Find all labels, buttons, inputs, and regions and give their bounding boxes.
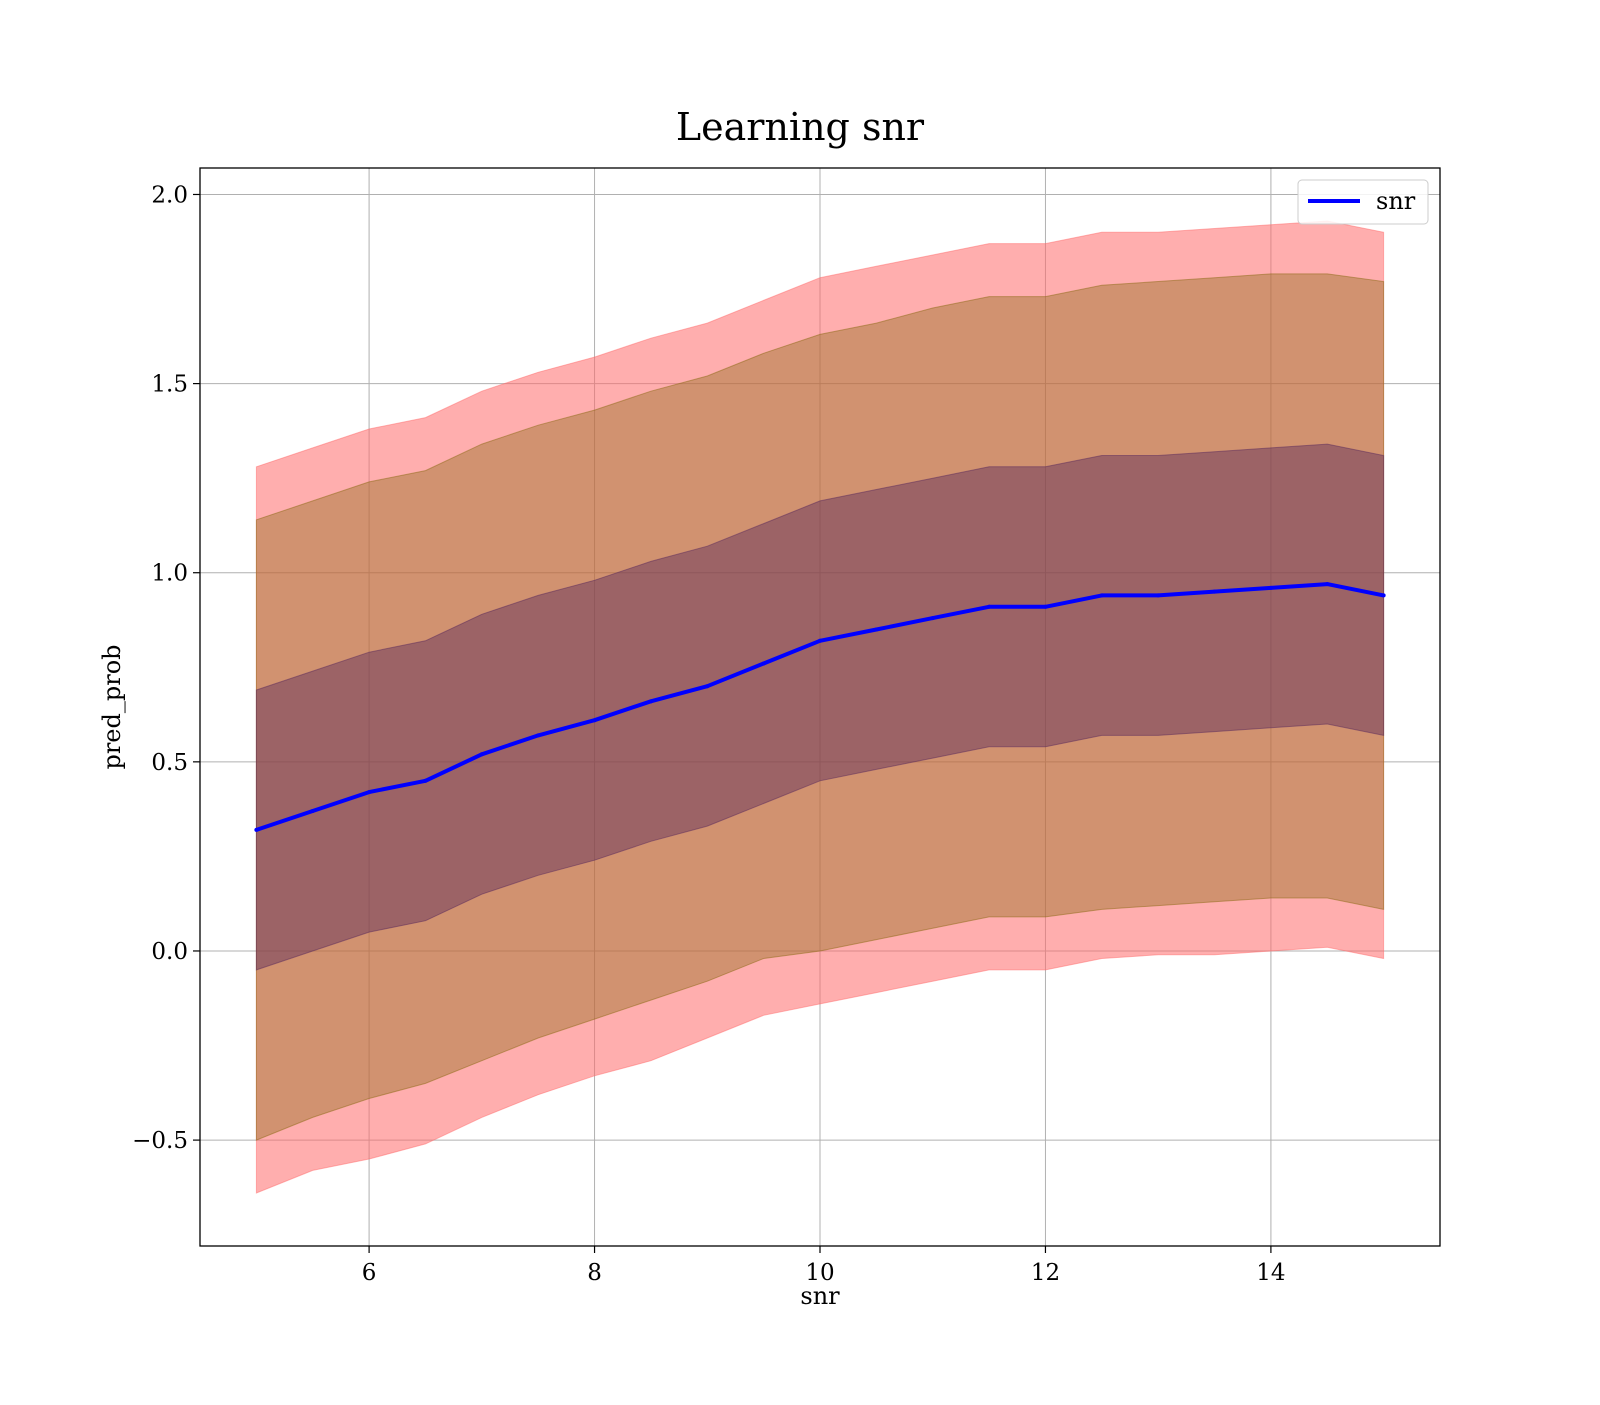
- series-point-0-14: [1043, 604, 1048, 609]
- x-axis-label: snr: [800, 1282, 840, 1310]
- series-point-0-18: [1268, 585, 1273, 590]
- band-area-2: [255, 443, 1385, 971]
- x-tick-label-1: 8: [587, 1260, 602, 1286]
- legend: snr: [1297, 179, 1429, 225]
- legend-entry-label: snr: [1376, 187, 1416, 215]
- series-point-0-15: [1099, 593, 1104, 598]
- legend-box: [1297, 179, 1429, 225]
- series-point-0-20: [1381, 593, 1386, 598]
- series-point-0-5: [536, 733, 541, 738]
- y-tick-label-0: −0.5: [132, 1128, 188, 1154]
- series-point-0-9: [761, 661, 766, 666]
- y-tick-label-3: 1.0: [151, 561, 188, 587]
- series-point-0-1: [310, 809, 315, 814]
- series-point-0-2: [367, 790, 372, 795]
- series-point-0-19: [1325, 582, 1330, 587]
- chart-title: Learning snr: [676, 105, 925, 149]
- series-point-0-12: [930, 616, 935, 621]
- band-layer: [255, 220, 1385, 1194]
- x-tick-label-3: 12: [1031, 1260, 1060, 1286]
- series-point-0-4: [479, 752, 484, 757]
- series-point-0-17: [1212, 589, 1217, 594]
- series-point-0-16: [1156, 593, 1161, 598]
- series-point-0-8: [705, 684, 710, 689]
- y-tick-label-2: 0.5: [151, 750, 188, 776]
- y-tick-label-5: 2.0: [151, 182, 188, 208]
- band-area-1: [255, 273, 1385, 1141]
- series-point-0-11: [874, 627, 879, 632]
- y-axis-label: pred_prob: [98, 644, 126, 769]
- y-tick-label-1: 0.0: [151, 939, 188, 965]
- x-tick-label-0: 6: [362, 1260, 377, 1286]
- tick-layer: 6 8 10 12 14 −0.5 0.0 0.5 1.0 1.5 2.0: [132, 182, 1285, 1286]
- series-layer: [254, 582, 1386, 832]
- band-area-0: [255, 220, 1385, 1194]
- series-point-0-10: [818, 638, 822, 643]
- series-point-0-0: [254, 827, 259, 832]
- x-tick-label-4: 14: [1256, 1260, 1285, 1286]
- x-tick-label-2: 10: [805, 1260, 834, 1286]
- series-point-0-7: [648, 699, 653, 704]
- series-point-0-13: [987, 604, 992, 609]
- series-point-0-6: [592, 718, 597, 723]
- y-tick-label-4: 1.5: [151, 372, 188, 398]
- series-point-0-3: [423, 778, 428, 783]
